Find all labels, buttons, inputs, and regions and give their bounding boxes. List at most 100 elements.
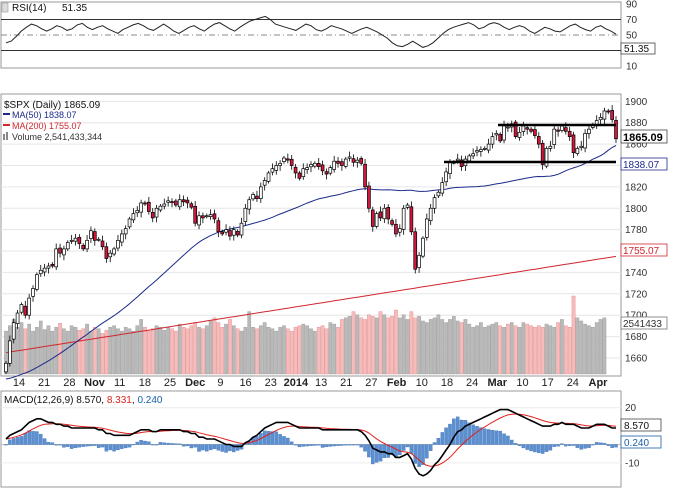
x-tick: 10 — [516, 377, 528, 389]
candle-body — [42, 267, 47, 273]
candle-body — [475, 150, 479, 153]
volume-bar — [305, 325, 309, 375]
candle-body — [131, 213, 136, 221]
volume-legend: Volume 2,541,433,344 — [12, 132, 102, 142]
volume-bar — [525, 323, 530, 375]
volume-bar — [328, 322, 333, 375]
macd-hist-bar — [475, 426, 479, 445]
macd-hist-bar — [482, 428, 487, 445]
volume-bar — [31, 330, 35, 375]
candle-body — [374, 213, 379, 227]
candle-body — [208, 214, 213, 217]
candle-body — [440, 182, 445, 194]
candle-body — [482, 148, 487, 150]
candle-body — [96, 238, 101, 241]
macd-hist-bar — [343, 444, 348, 446]
volume-bar — [425, 322, 429, 375]
candle-body — [235, 231, 240, 236]
volume-bar — [123, 327, 128, 375]
x-tick: 25 — [164, 377, 176, 389]
candle-body — [305, 167, 309, 170]
candle-body — [258, 186, 263, 199]
candle-body — [282, 157, 286, 163]
volume-bar — [270, 328, 275, 375]
candle-body — [89, 230, 93, 239]
macd-hist-bar — [201, 444, 205, 451]
x-tick: 17 — [542, 377, 554, 389]
x-tick: 18 — [139, 377, 151, 389]
x-tick: 21 — [340, 377, 352, 389]
candle-body — [324, 171, 329, 175]
macd-hist-bar — [135, 441, 140, 445]
x-tick: 23 — [265, 377, 277, 389]
volume-bar — [100, 333, 105, 375]
candle-body — [286, 158, 290, 161]
volume-bar — [104, 330, 109, 375]
volume-bar — [19, 322, 24, 375]
candle-body — [498, 133, 502, 142]
candle-body — [502, 125, 506, 141]
macd-hist-bar — [494, 430, 499, 445]
candle-body — [4, 362, 8, 373]
candle-body — [54, 248, 59, 268]
volume-bar — [73, 327, 78, 375]
macd-hist-bar — [386, 444, 390, 458]
macd-hist-bar — [108, 444, 113, 451]
x-tick: 13 — [315, 377, 327, 389]
candle-body — [127, 218, 132, 228]
candle-body — [50, 263, 55, 267]
macd-hist-bar — [490, 429, 495, 445]
macd-hist-bar — [309, 444, 313, 446]
candle-body — [81, 244, 86, 250]
price-tick: 1800 — [625, 204, 648, 215]
volume-bar — [216, 322, 221, 375]
rsi-label: RSI(14) — [12, 3, 46, 14]
volume-bar — [170, 328, 174, 375]
price-tick: 1680 — [625, 332, 648, 343]
volume-bar — [193, 322, 197, 375]
candle-body — [552, 128, 557, 145]
volume-bar — [571, 295, 576, 375]
candle-body — [216, 220, 221, 233]
macd-hist-bar — [293, 444, 298, 446]
volume-bar — [583, 323, 587, 375]
ma200-legend: MA(200) 1755.07 — [12, 121, 82, 131]
candle-body — [540, 142, 545, 165]
candle-body — [251, 194, 255, 200]
candle-body — [150, 211, 155, 219]
volume-bar — [471, 327, 475, 375]
candle-body — [579, 145, 584, 148]
volume-bar — [204, 325, 209, 375]
macd-hist-bar — [177, 443, 182, 445]
volume-bar — [96, 328, 101, 375]
candle-body — [490, 136, 495, 145]
x-tick: Mar — [488, 377, 508, 389]
macd-hist-bar — [537, 444, 541, 454]
volume-bar — [359, 317, 364, 375]
candle-body — [8, 340, 12, 364]
rsi-panel: RSI(14) 51.35 9070503010 51.35 — [0, 0, 656, 73]
volume-bar — [575, 317, 580, 375]
candle-body — [328, 167, 333, 174]
volume-bar — [579, 320, 584, 375]
volume-bar — [351, 311, 356, 375]
volume-bar — [382, 314, 387, 375]
candle-body — [521, 125, 526, 132]
volume-bar — [452, 316, 456, 375]
macd-hist-bar — [587, 444, 591, 448]
macd-hist-bar — [4, 444, 8, 446]
macd-hist-bar — [316, 444, 321, 446]
candle-body — [340, 161, 344, 166]
candle-body — [23, 305, 28, 316]
volume-bar — [413, 317, 418, 375]
candle-body — [274, 165, 279, 171]
macd-hist-bar — [371, 444, 375, 465]
macd-hist-bar — [235, 444, 240, 451]
candle-body — [382, 207, 387, 220]
candle-body — [598, 117, 603, 121]
volume-bar — [201, 328, 205, 375]
candle-body — [31, 288, 35, 297]
macd-hist-bar — [328, 444, 333, 447]
rsi-line — [5, 15, 617, 48]
macd-hist-bar — [467, 422, 472, 445]
